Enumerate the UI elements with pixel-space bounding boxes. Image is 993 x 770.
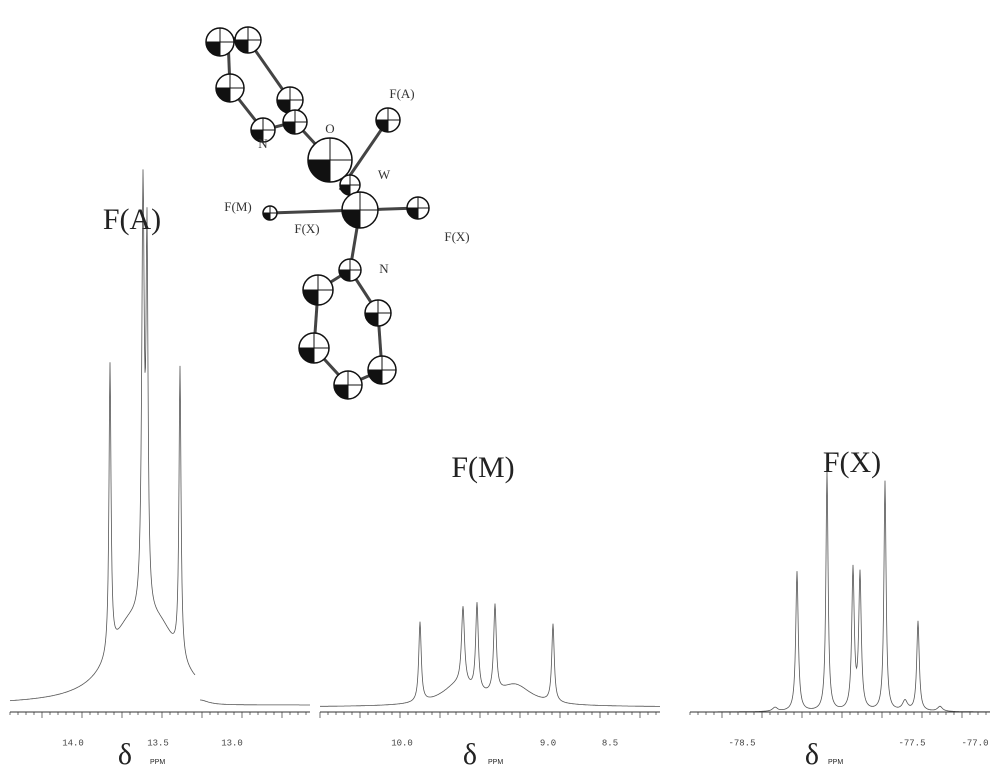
axis-tick-label: -77.0: [961, 738, 988, 748]
atom-octant: [283, 122, 295, 134]
atom-octant: [334, 385, 348, 399]
axis-symbol: δ: [118, 738, 132, 770]
atom-octant: [263, 213, 270, 220]
spectrum-trace: [690, 471, 990, 712]
panel-label: F(A): [103, 203, 161, 236]
panel-label: F(M): [451, 451, 514, 484]
axis-tick-label: 9.0: [540, 738, 556, 748]
axis-tick-label: 8.5: [602, 738, 618, 748]
atom-label: F(X): [294, 221, 319, 236]
axis-tick-label: 13.5: [147, 738, 169, 748]
panel-label: F(X): [823, 446, 881, 479]
atom-label: O: [325, 121, 334, 136]
axis-tick-label: -78.5: [728, 738, 755, 748]
axis-tick-label: 10.0: [391, 738, 413, 748]
atom-octant: [407, 208, 418, 219]
axis-tick-label: 13.0: [221, 738, 243, 748]
spectrum-trace: [320, 602, 660, 706]
axis-symbol: δ: [805, 738, 819, 770]
axis-tick-label: 14.0: [62, 738, 84, 748]
atom-label: F(A): [389, 86, 414, 101]
atom-octant: [308, 160, 330, 182]
atom-octant: [216, 88, 230, 102]
atom-octant: [342, 210, 360, 228]
atom-label: N: [258, 136, 268, 151]
atom-label: F(M): [224, 199, 251, 214]
atom-octant: [339, 270, 350, 281]
atom-octant: [340, 185, 350, 195]
axis-symbol: δ: [463, 738, 477, 770]
atom-label: F(X): [444, 229, 469, 244]
atom-octant: [299, 348, 314, 363]
atom-octant: [368, 370, 382, 384]
atom-octant: [235, 40, 248, 53]
atom-octant: [365, 313, 378, 326]
atom-label: N: [379, 261, 389, 276]
axis-unit: PPM: [488, 759, 503, 766]
spectrum-trace: [10, 169, 195, 700]
atom-octant: [277, 100, 290, 113]
axis-unit: PPM: [150, 759, 165, 766]
spectrum-trace: [200, 700, 310, 705]
atom-octant: [376, 120, 388, 132]
figure: F(A) F(M) F(X) 14.0 13.5 13.0 δ PPM 10.0 9.0 8.5 δ P…: [0, 0, 993, 770]
atom-octant: [303, 290, 318, 305]
atom-label: W: [378, 167, 391, 182]
atom-octant: [206, 42, 220, 56]
axis-tick-label: -77.5: [898, 738, 925, 748]
axis-unit: PPM: [828, 759, 843, 766]
